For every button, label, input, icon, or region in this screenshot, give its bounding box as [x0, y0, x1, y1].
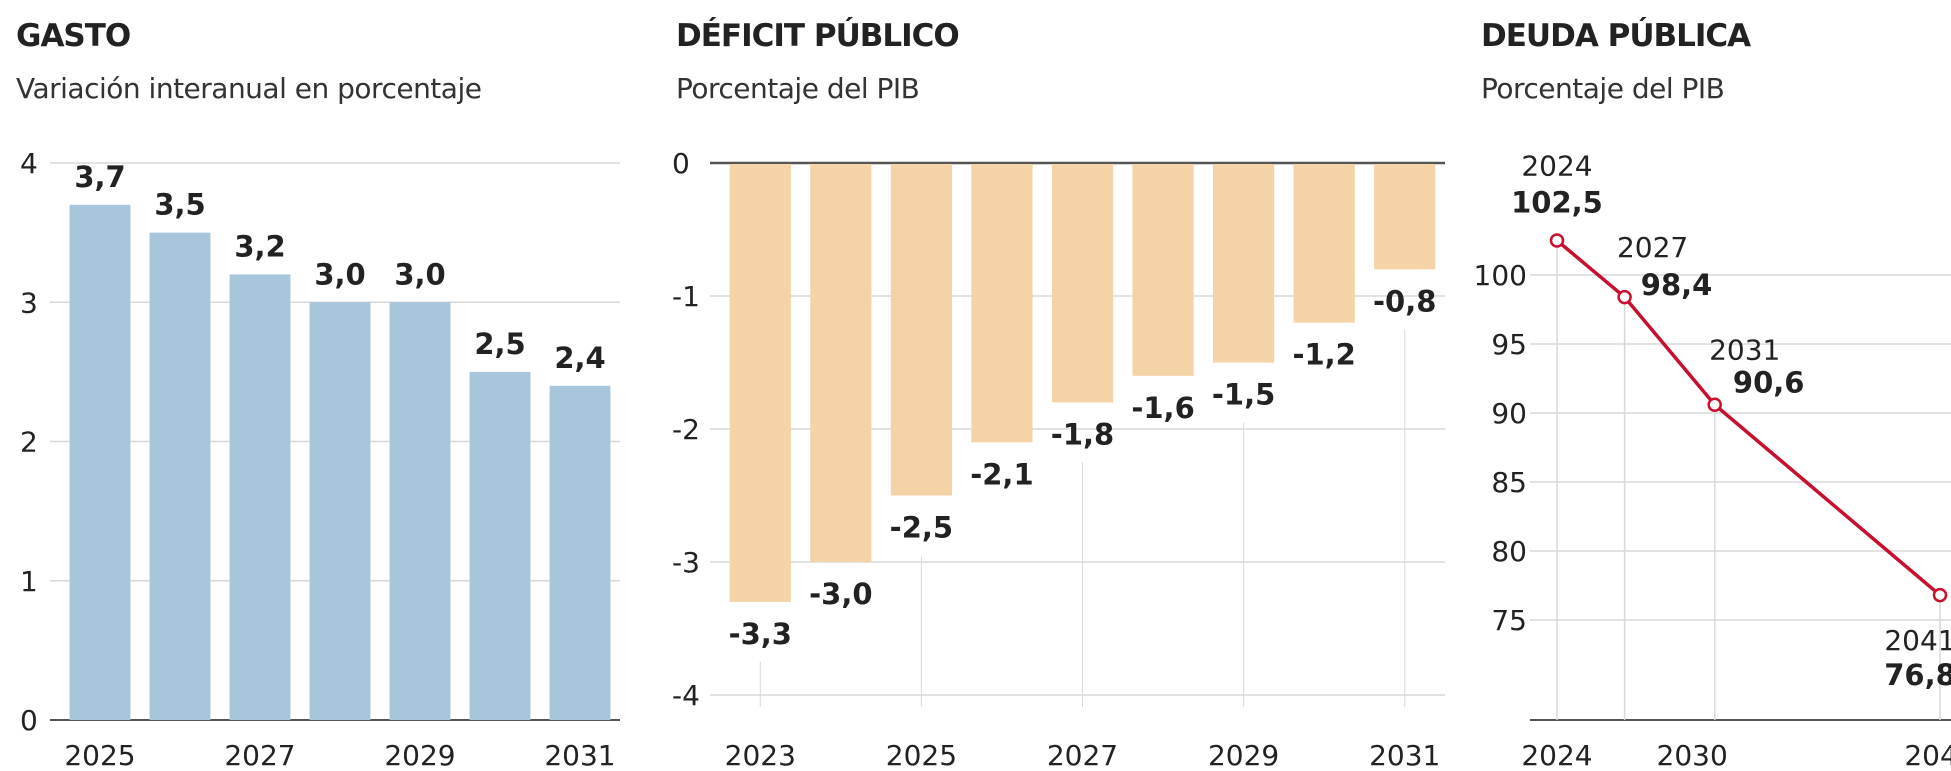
deficit-bar [1213, 164, 1275, 363]
gasto-y-tick-label: 4 [20, 147, 38, 180]
deficit-chart: 0 -1 -2 -3 -4 -3,3 -3,0 -2,5 -2,1 -1,8 -1,6 -1,5 -1,… [672, 147, 1445, 771]
deuda-chart: 75808590951002024203020412024102,5202798… [1474, 150, 1951, 771]
deuda-point [1549, 233, 1565, 248]
gasto-x-tick-label: 2029 [384, 739, 455, 771]
deficit-x-tick-label: 2023 [725, 739, 796, 771]
deuda-y-tick-label: 85 [1491, 466, 1527, 499]
gasto-bar [309, 302, 371, 720]
deuda-point-year-label: 2027 [1617, 231, 1688, 264]
deuda-y-tick-label: 100 [1474, 259, 1527, 292]
gasto-bar [229, 274, 291, 720]
gasto-data-label: 2,5 [474, 327, 525, 361]
gasto-bar [389, 302, 451, 720]
deficit-bar [1293, 164, 1355, 323]
gasto-data-label: 3,5 [154, 188, 205, 222]
gasto-x-tick-label: 2027 [224, 739, 295, 771]
deficit-x-tick-label: 2031 [1369, 739, 1440, 771]
deficit-data-label: -2,1 [970, 457, 1033, 491]
deficit-data-label: -1,5 [1212, 378, 1275, 412]
deficit-data-label: -1,6 [1131, 391, 1194, 425]
deuda-point-year-label: 2024 [1521, 150, 1592, 183]
gasto-title: GASTO [16, 18, 131, 54]
gasto-y-tick-label: 3 [20, 286, 38, 319]
deficit-bar [971, 164, 1033, 443]
deficit-y-tick-label: 0 [672, 147, 690, 180]
deuda-y-tick-label: 95 [1491, 328, 1527, 361]
deficit-y-tick-label: -2 [672, 413, 700, 446]
deuda-y-tick-label: 80 [1491, 535, 1527, 568]
deuda-y-tick-label: 75 [1491, 604, 1527, 637]
deficit-title: DÉFICIT PÚBLICO [676, 18, 960, 54]
deuda-title: DEUDA PÚBLICA [1481, 18, 1751, 54]
deuda-point [1707, 397, 1722, 412]
deficit-subtitle: Porcentaje del PIB [676, 72, 920, 105]
deficit-data-label: -3,0 [809, 577, 872, 611]
deuda-subtitle: Porcentaje del PIB [1481, 72, 1725, 105]
deficit-y-tick-label: -3 [672, 546, 700, 579]
gasto-data-label: 3,0 [314, 257, 365, 291]
gasto-data-label: 3,7 [74, 160, 125, 194]
gasto-y-tick-label: 0 [20, 704, 38, 737]
deficit-bar [1374, 164, 1436, 270]
gasto-data-label: 2,4 [554, 341, 605, 375]
gasto-x-tick-label: 2031 [544, 739, 615, 771]
gasto-y-tick-label: 1 [20, 565, 38, 598]
gasto-chart: 0 1 2 3 4 3,7 3,5 3,2 3,0 3,0 2,5 2,4 2025 2027 2029 20… [20, 147, 620, 771]
deficit-x-tick-label: 2029 [1208, 739, 1279, 771]
deuda-series-line [1555, 239, 1942, 597]
deuda-point-value-label: 98,4 [1641, 268, 1713, 302]
gasto-bar [549, 385, 611, 720]
gasto-panel: GASTO Variación interanual en porcentaje… [0, 0, 640, 771]
deuda-x-tick-label: 2030 [1657, 739, 1728, 771]
gasto-bar [69, 204, 131, 720]
gasto-data-label: 3,2 [234, 229, 285, 263]
gasto-bar [149, 232, 211, 720]
deuda-point-value-label: 102,5 [1511, 186, 1603, 220]
deficit-y-tick-label: -1 [672, 280, 700, 313]
gasto-x-tick-label: 2025 [64, 739, 135, 771]
deuda-point-value-label: 90,6 [1733, 366, 1805, 400]
deficit-panel: DÉFICIT PÚBLICO Porcentaje del PIB 0 -1 -2… [660, 0, 1460, 771]
deuda-x-tick-label: 2024 [1521, 739, 1592, 771]
deuda-point-year-label: 2041 [1884, 624, 1951, 657]
deficit-y-tick-label: -4 [672, 679, 700, 712]
gasto-bar [469, 371, 531, 720]
deficit-bar [890, 164, 952, 496]
deuda-y-tick-label: 90 [1491, 397, 1527, 430]
deuda-x-tick-label: 2041 [1904, 739, 1951, 771]
gasto-y-tick-label: 2 [20, 426, 38, 459]
deficit-x-tick-label: 2025 [886, 739, 957, 771]
deuda-point [1617, 289, 1632, 305]
deficit-data-label: -3,3 [729, 617, 792, 651]
deuda-point-year-label: 2031 [1709, 334, 1780, 367]
gasto-data-label: 3,0 [394, 257, 445, 291]
deficit-bar [1132, 164, 1194, 376]
deficit-data-label: -1,8 [1051, 417, 1114, 451]
deuda-point [1932, 587, 1948, 603]
deficit-data-label: -2,5 [890, 511, 953, 545]
deficit-bar [1051, 164, 1114, 403]
deficit-data-label: -0,8 [1373, 284, 1436, 318]
gasto-subtitle: Variación interanual en porcentaje [16, 72, 482, 105]
deuda-point-value-label: 76,8 [1884, 658, 1951, 692]
deficit-data-label: -1,2 [1292, 338, 1355, 372]
deficit-bar [810, 164, 872, 562]
deficit-bar [729, 164, 791, 602]
deuda-panel: DEUDA PÚBLICA Porcentaje del PIB 75 80 85 9… [1465, 0, 1951, 771]
deficit-x-tick-label: 2027 [1047, 739, 1118, 771]
